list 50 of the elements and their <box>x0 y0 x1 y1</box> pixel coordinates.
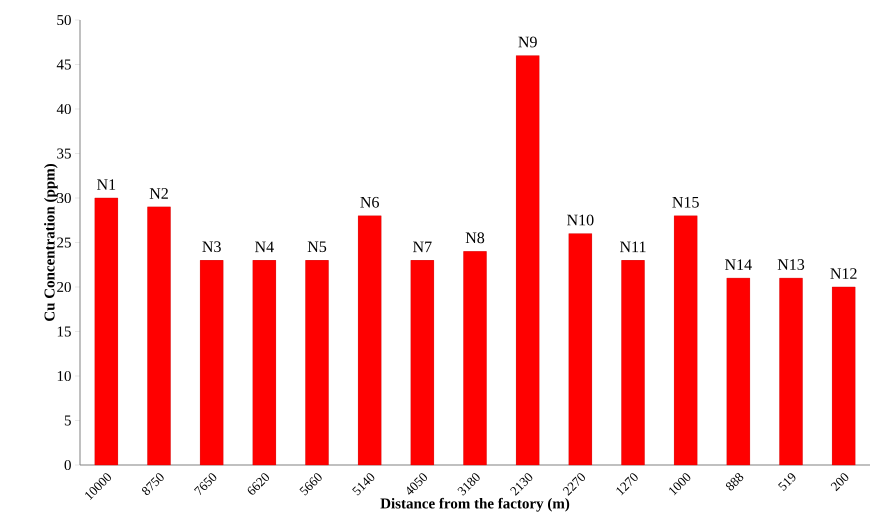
y-tick-label: 45 <box>56 59 71 70</box>
bar <box>832 286 856 466</box>
bar <box>358 216 382 466</box>
y-tick-label: 5 <box>64 416 71 426</box>
annotation: N4 <box>255 242 274 252</box>
annotation: N5 <box>308 241 326 252</box>
y-tick-label: 10 <box>58 370 71 382</box>
y-axis-title: Cu Concentration (ppm) <box>44 164 58 321</box>
bar <box>621 260 645 466</box>
bar <box>568 233 592 466</box>
y-tick-label: 40 <box>56 104 71 114</box>
y-tick-label: 50 <box>57 14 71 26</box>
annotation: N15 <box>672 196 699 208</box>
bar <box>463 251 487 466</box>
x-axis-title: Distance from the factory (m) <box>380 498 570 512</box>
annotation: N8 <box>466 232 484 244</box>
bar <box>147 206 171 466</box>
annotation: N1 <box>97 179 116 190</box>
bar <box>674 216 698 466</box>
annotation: N10 <box>567 214 594 226</box>
x-tick-label: 888 <box>726 473 744 490</box>
bar <box>779 278 803 466</box>
x-tick-label: 519 <box>778 473 796 491</box>
x-tick-label: 7650 <box>194 473 216 496</box>
y-tick-label: 35 <box>57 148 71 159</box>
y-tick-label: 0 <box>64 460 71 470</box>
y-tick-label: 30 <box>57 192 71 204</box>
annotation: N11 <box>620 242 646 252</box>
bar <box>94 198 118 466</box>
bar <box>516 55 540 466</box>
y-tick-label: 20 <box>57 282 71 292</box>
annotation: N6 <box>360 196 379 208</box>
x-tick-label: 8750 <box>142 473 164 496</box>
annotation: N2 <box>150 188 168 199</box>
bar <box>410 260 434 466</box>
bar <box>305 260 329 466</box>
x-tick-label: 200 <box>830 473 848 492</box>
bar <box>200 260 224 466</box>
annotation: N7 <box>413 242 432 252</box>
annotation: N3 <box>202 241 221 252</box>
y-tick-label: 25 <box>57 237 71 248</box>
y-tick-label: 15 <box>58 326 71 337</box>
annotation: N12 <box>830 268 857 279</box>
x-tick-label: 4050 <box>407 473 427 495</box>
bar <box>252 260 276 466</box>
bar <box>726 278 750 466</box>
annotation: N9 <box>518 36 537 48</box>
annotation: N14 <box>725 259 752 270</box>
annotation: N13 <box>778 259 804 270</box>
x-tick-label: 6620 <box>248 473 269 495</box>
